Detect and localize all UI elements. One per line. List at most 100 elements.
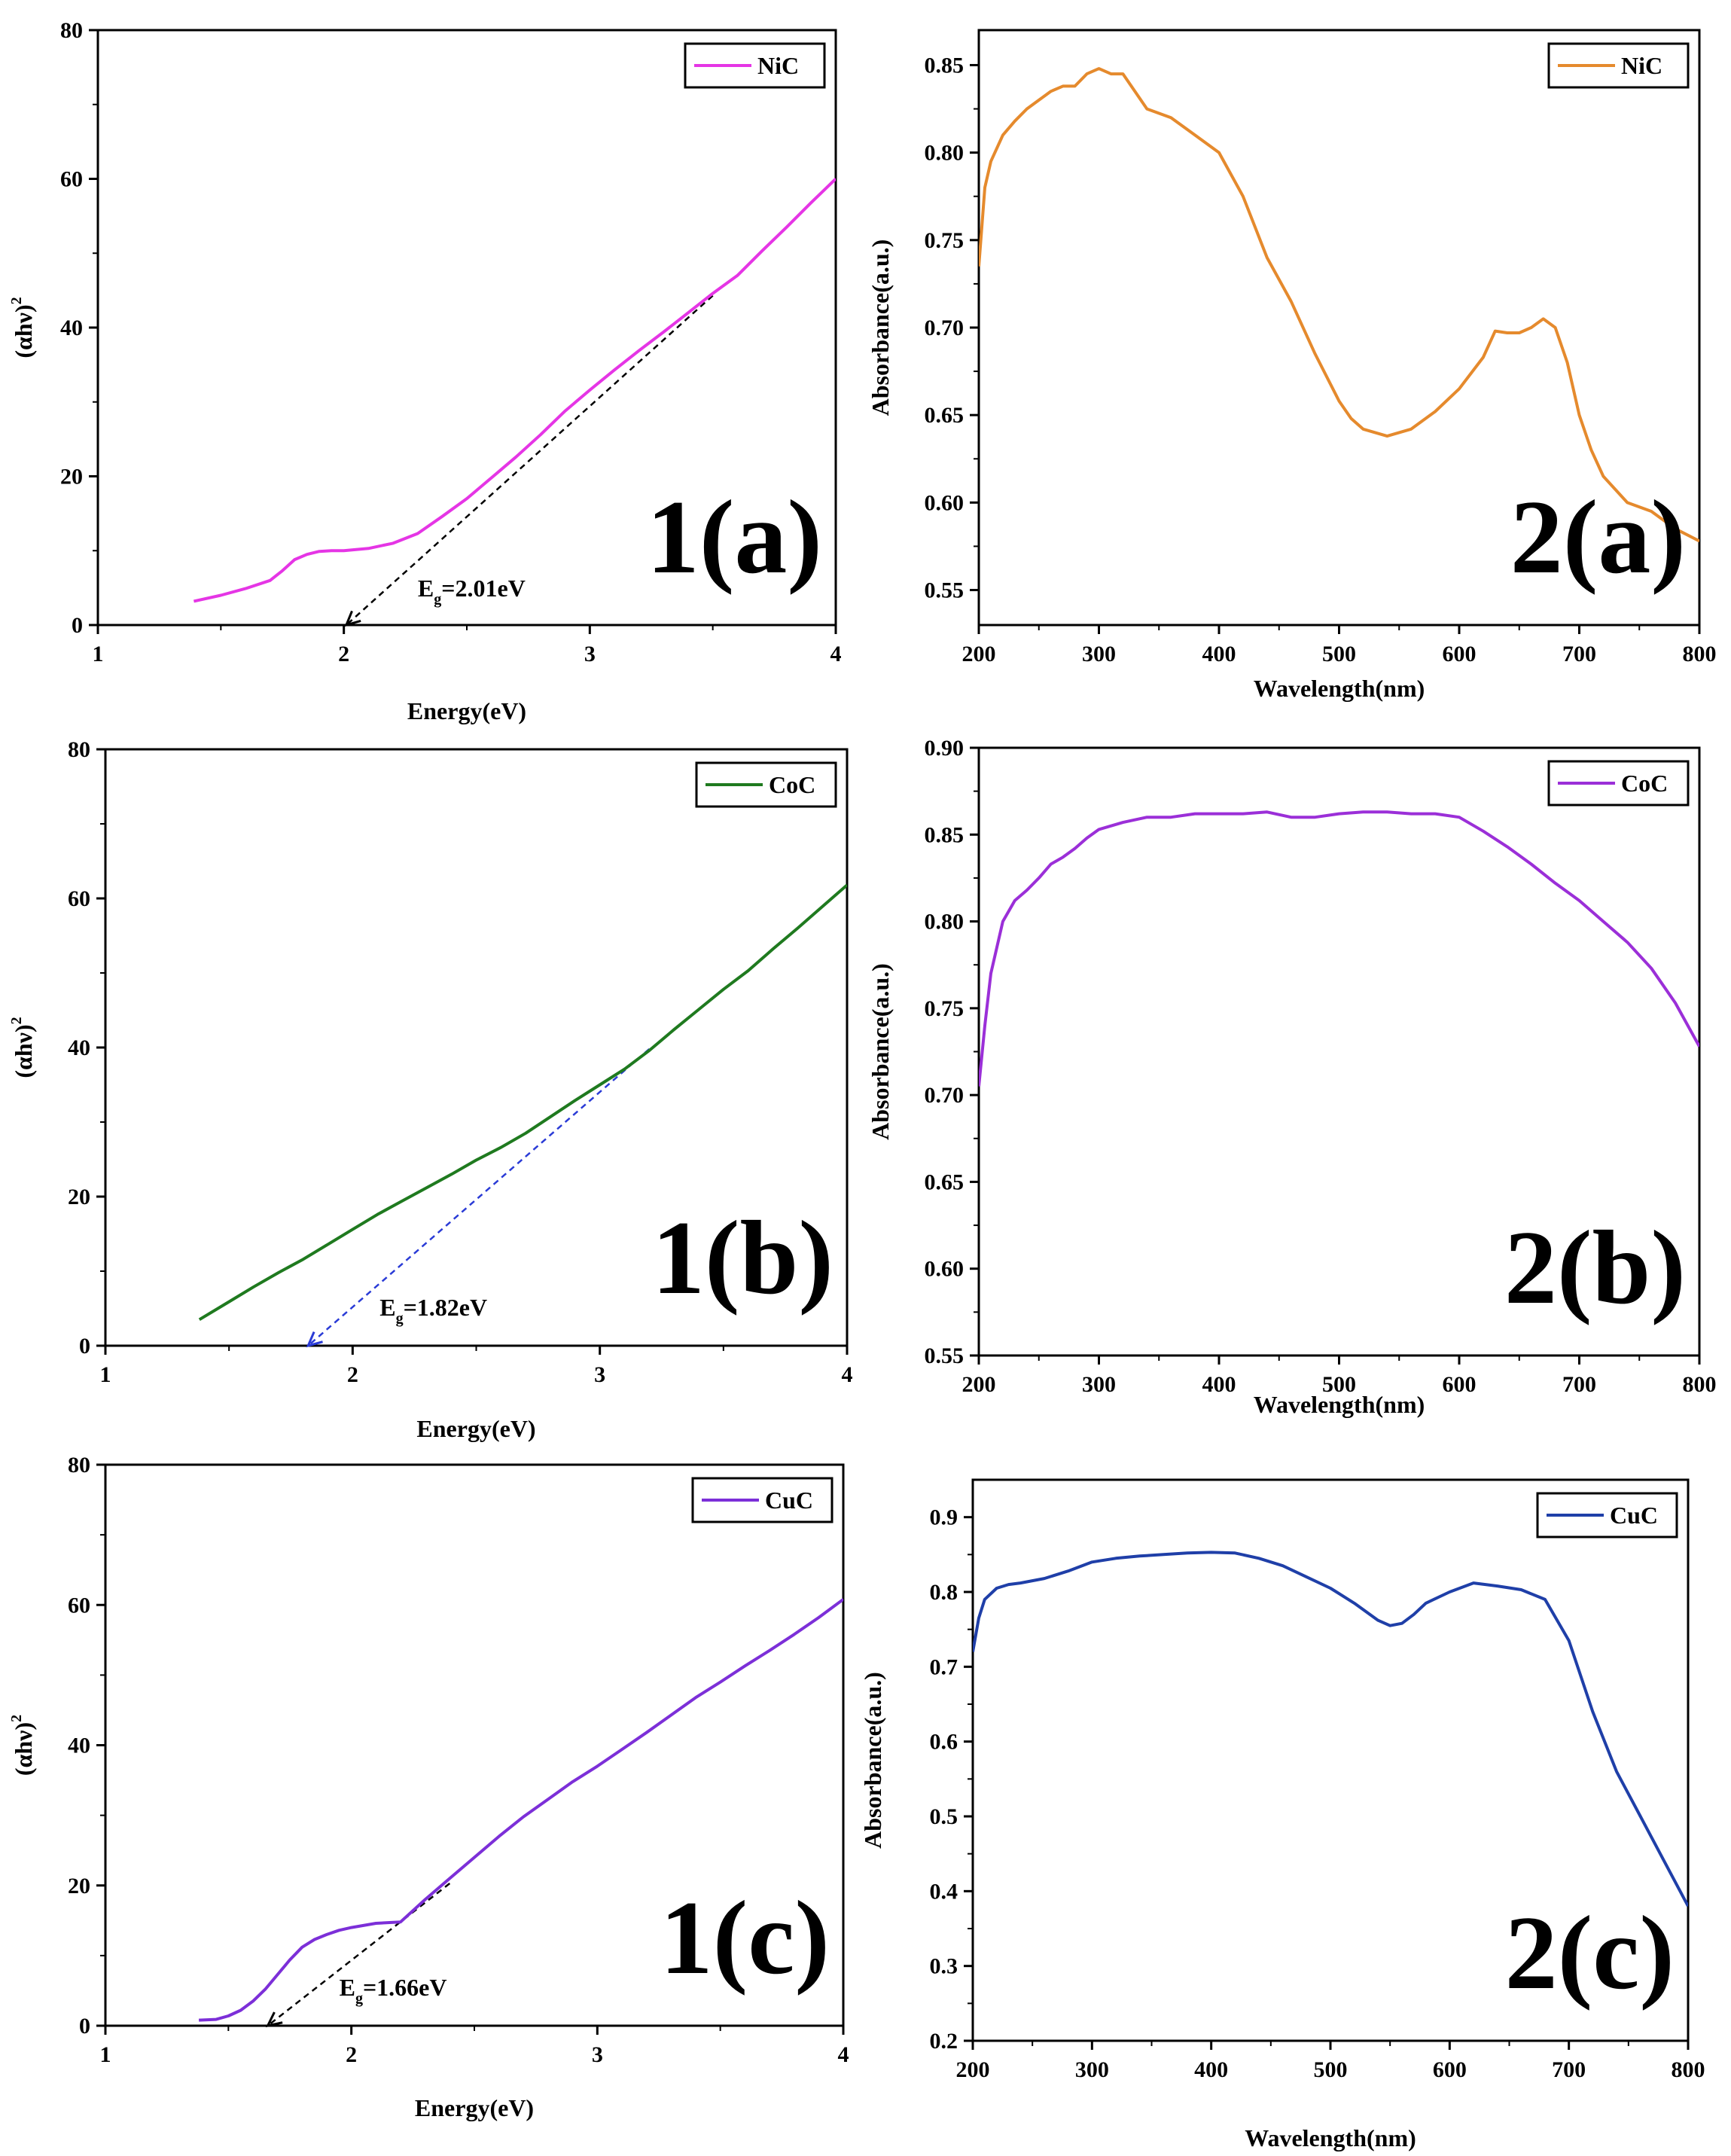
x-axis-title-2b: Wavelength(nm) <box>1254 1391 1425 1418</box>
legend-2a: NiC <box>1547 42 1690 89</box>
x-tick-label-2a: 200 <box>962 642 996 666</box>
series-line-CoC <box>979 810 1699 1087</box>
y-tick-label-1b: 0 <box>79 1334 90 1359</box>
panel-label-1a: 1(a) <box>647 479 822 596</box>
panel-2c: 200 300 400 500 600 700 800 0.2 0.3 0.4 0.5 0.6 0.7 0… <box>859 1478 1705 2151</box>
x-tick-label-2c: 200 <box>956 2057 990 2082</box>
y-axis-title-main: (αhν) <box>10 304 37 358</box>
x-tick-label-2a: 500 <box>1322 642 1356 666</box>
y-axis-title-main: (αhν) <box>10 1024 37 1078</box>
legend-label: NiC <box>1621 52 1662 79</box>
y-tick-label-1b: 20 <box>68 1185 90 1209</box>
y-tick-label-2c: 0.4 <box>930 1879 958 1904</box>
y-axis-title-sup: 2 <box>8 1017 25 1024</box>
y-tick-label-1c: 80 <box>68 1453 90 1477</box>
series-line-CoC <box>198 883 847 1322</box>
x-axis-title-1b: Energy(eV) <box>416 1415 535 1442</box>
y-tick-label-1a: 40 <box>60 316 83 340</box>
y-tick-label-2c: 0.2 <box>930 2029 958 2054</box>
panel-label-2c: 2(c) <box>1505 1895 1675 2011</box>
band-gap-subscript: g <box>355 1990 363 2007</box>
y-axis-title-sup: 2 <box>8 1715 25 1722</box>
extrapolation-line-1a <box>346 294 714 626</box>
band-gap-subscript: g <box>434 591 441 608</box>
y-tick-label-1a: 0 <box>72 613 83 638</box>
x-tick-label-2a: 400 <box>1202 642 1236 666</box>
x-tick-label-2a: 700 <box>1562 642 1596 666</box>
band-gap-label-1b: Eg=1.82eV <box>379 1294 487 1327</box>
panel-1b: 1 2 3 4020406080Energy(eV)(αhν)2CoC1(b)Eg=1… <box>8 737 853 1442</box>
y-tick-label-2c: 0.7 <box>930 1654 958 1679</box>
y-tick-label-2b: 0.65 <box>925 1169 965 1194</box>
panel-1a: 1 2 3 4020406080Energy(eV)(αhν)2NiC1(a)Eg=2… <box>8 18 842 724</box>
x-tick-label-1a: 2 <box>338 642 349 666</box>
band-gap-label-1c: Eg=1.66eV <box>340 1974 447 2007</box>
x-tick-label-2a: 300 <box>1082 642 1116 666</box>
x-tick-label-1b: 2 <box>347 1362 358 1387</box>
y-tick-label-2b: 0.60 <box>925 1257 965 1282</box>
x-tick-label-1b: 1 <box>100 1362 111 1387</box>
y-tick-label-2b: 0.90 <box>925 736 965 761</box>
x-tick-label-2b: 300 <box>1082 1372 1116 1397</box>
y-tick-label-2c: 0.9 <box>930 1505 958 1530</box>
y-axis-title-2a: Absorbance(a.u.) <box>867 239 894 416</box>
y-tick-label-1a: 80 <box>60 18 83 43</box>
x-tick-label-2b: 500 <box>1322 1372 1356 1397</box>
band-gap-value: =1.82eV <box>404 1294 488 1321</box>
legend-1b: CoC <box>695 761 837 808</box>
x-tick-label-1a: 3 <box>584 642 596 666</box>
y-tick-label-2c: 0.6 <box>930 1730 958 1755</box>
legend-label: CuC <box>765 1487 813 1514</box>
panel-2b: 200 300 400 500 600 700 800 0.55 0.60 0.65 0.70 0.7… <box>867 736 1717 1418</box>
extrapolation-line-1b <box>307 1048 651 1346</box>
y-tick-label-1a: 20 <box>60 465 83 489</box>
x-tick-label-2a: 800 <box>1683 642 1717 666</box>
x-tick-label-1a: 1 <box>93 642 104 666</box>
y-tick-label-1c: 40 <box>68 1734 90 1758</box>
x-tick-label-1c: 2 <box>346 2042 357 2067</box>
y-tick-label-2b: 0.85 <box>925 822 965 847</box>
x-axis-title-2c: Wavelength(nm) <box>1245 2124 1416 2151</box>
extrapolation-line-1c <box>267 1882 451 2026</box>
y-axis-title-1a: (αhν)2 <box>8 297 37 358</box>
y-tick-label-2c: 0.3 <box>930 1954 958 1979</box>
y-tick-label-2b: 0.70 <box>925 1083 965 1108</box>
y-axis-title-1b: (αhν)2 <box>8 1017 37 1078</box>
y-tick-label-2b: 0.55 <box>925 1343 965 1368</box>
y-tick-label-2a: 0.75 <box>925 228 965 253</box>
y-tick-label-1b: 40 <box>68 1035 90 1060</box>
arrow-head-1a <box>344 610 361 627</box>
y-tick-label-2c: 0.5 <box>930 1804 958 1829</box>
x-tick-label-2a: 600 <box>1443 642 1477 666</box>
y-tick-label-2c: 0.8 <box>930 1580 958 1605</box>
x-tick-label-2c: 700 <box>1552 2057 1586 2082</box>
y-axis-title-main: (αhν) <box>10 1722 37 1776</box>
x-axis-title-2a: Wavelength(nm) <box>1254 675 1425 702</box>
x-tick-label-2c: 400 <box>1194 2057 1228 2082</box>
series-line-NiC <box>979 67 1699 543</box>
x-tick-label-2c: 800 <box>1672 2057 1705 2082</box>
legend-label: CuC <box>1610 1502 1658 1529</box>
x-tick-label-2c: 300 <box>1075 2057 1109 2082</box>
legend-1c: CuC <box>691 1477 834 1523</box>
y-tick-label-2a: 0.55 <box>925 578 965 603</box>
band-gap-symbol: E <box>418 575 434 602</box>
x-axis-title-1c: Energy(eV) <box>415 2094 534 2121</box>
y-tick-label-2b: 0.80 <box>925 910 965 935</box>
legend-2c: CuC <box>1536 1492 1678 1538</box>
band-gap-subscript: g <box>396 1310 404 1327</box>
panel-2a: 200 300 400 500 600 700 800 0.55 0.60 0.65 0.70 0.7… <box>867 29 1717 702</box>
x-tick-label-1b: 4 <box>842 1362 853 1387</box>
legend-1a: NiC <box>684 42 826 89</box>
y-axis-title-1c: (αhν)2 <box>8 1715 37 1776</box>
x-tick-label-1c: 4 <box>838 2042 849 2067</box>
x-axis-title-1a: Energy(eV) <box>407 697 526 724</box>
legend-2b: CoC <box>1547 760 1690 807</box>
y-tick-label-1b: 60 <box>68 886 90 911</box>
band-gap-value: =2.01eV <box>441 575 526 602</box>
band-gap-symbol: E <box>340 1974 355 2001</box>
legend-label: CoC <box>1621 770 1668 797</box>
x-tick-label-2b: 600 <box>1443 1372 1477 1397</box>
arrow-head-1c <box>265 2011 283 2028</box>
